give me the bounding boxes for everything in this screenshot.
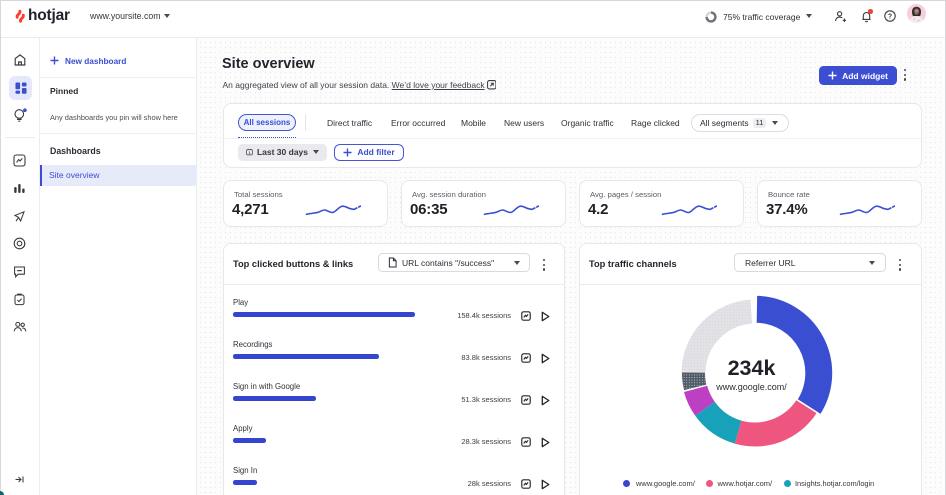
svg-text:?: ? [888,14,892,21]
svg-text:1: 1 [249,151,251,155]
